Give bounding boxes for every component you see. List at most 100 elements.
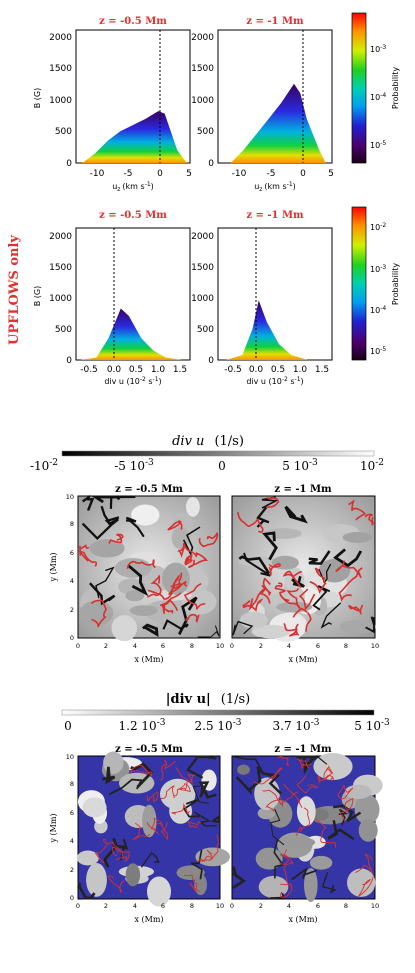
map-lane [305, 756, 328, 765]
map-contour [175, 766, 196, 785]
map-contour [309, 567, 327, 594]
map-contour [296, 807, 310, 836]
map-contour [248, 587, 271, 611]
hist4-xtick-2: 0.5 [271, 365, 285, 375]
map-contour [95, 839, 109, 864]
m1-y0: 0 [70, 634, 74, 642]
m1-lx2: 4 [133, 642, 137, 650]
map-lane [162, 619, 189, 630]
hist3-title: z = -0.5 Mm [99, 210, 167, 221]
map-cell [125, 863, 141, 887]
hist1-xtick-3: 5 [186, 169, 192, 179]
m1-rx2: 4 [287, 642, 291, 650]
map-lane [102, 766, 116, 785]
map-cell [129, 605, 158, 616]
map2-right-title: z = -1 Mm [274, 744, 332, 755]
map-lane [127, 564, 149, 597]
map-lane [273, 838, 285, 879]
map2-right-texture [231, 753, 383, 902]
m1-rx5: 10 [371, 642, 379, 650]
hist4-ytick-4: 2000 [191, 232, 214, 242]
map-contour [355, 854, 374, 875]
hist-panel-4 [217, 227, 333, 361]
map1-colorbar-section: div u (1/s) -10-2 -5 10-3 0 5 10-3 10-2 [30, 434, 384, 473]
map-lane [112, 838, 129, 861]
map-contour [261, 577, 272, 596]
map2-cbtick-3: 3.7 10-3 [273, 718, 320, 733]
map-contour [277, 756, 290, 766]
hist2-xtick-2: 0 [300, 169, 306, 179]
hist2-xtick-0: -10 [232, 169, 247, 179]
colorbar1-tick-2: 10-5 [370, 140, 386, 150]
map-lane [82, 494, 95, 511]
m1-lx1: 2 [104, 642, 108, 650]
m2-lx0: 0 [76, 902, 80, 910]
map-contour [274, 582, 290, 602]
map1-colorbar [61, 450, 375, 457]
hist1-xtick-1: -5 [124, 169, 133, 179]
map-contour [90, 599, 107, 628]
map-cell [82, 797, 107, 818]
map-contour [160, 785, 178, 800]
map-lane [238, 555, 270, 575]
map2-left-texture [76, 751, 230, 907]
map-cell [237, 764, 250, 775]
hist3-ytick-0: 0 [66, 356, 72, 366]
hist2-ytick-4: 2000 [191, 33, 214, 43]
m1-y4: 8 [70, 520, 74, 528]
hist3-ytick-1: 500 [55, 325, 72, 335]
hist4-ytick-1: 500 [197, 325, 214, 335]
map-cell [194, 874, 208, 896]
map-cell [258, 875, 289, 898]
map-lane [284, 505, 308, 524]
map2-left-title: z = -0.5 Mm [115, 744, 183, 755]
map-lane [270, 808, 285, 846]
hist4-ytick-2: 1000 [191, 294, 214, 304]
map-contour [296, 774, 319, 794]
hist4-title: z = -1 Mm [246, 210, 304, 221]
map-cell [358, 819, 378, 842]
map2-colorbar-section: |div u| (1/s) 0 1.2 10-3 2.5 10-3 3.7 10-… [61, 692, 390, 733]
map-cell [347, 868, 376, 897]
map-contour [317, 775, 334, 784]
map-lane [235, 766, 262, 795]
map-contour [177, 543, 197, 558]
map-lane [333, 804, 362, 823]
map-contour [146, 817, 164, 835]
hist-density-3 [80, 308, 182, 360]
hist1-ytick-4: 2000 [49, 33, 72, 43]
map-cell [257, 807, 276, 820]
map-contour [278, 849, 289, 865]
map-lane [192, 785, 210, 805]
map2-right-xlabel: x (Mm) [288, 915, 317, 924]
hist-row2-ylabel: B (G) [33, 286, 42, 306]
map-lane [182, 798, 201, 818]
map1-left-title: z = -0.5 Mm [115, 484, 183, 495]
map-contour [337, 784, 354, 800]
map-contour [358, 876, 374, 897]
map-lane [270, 892, 285, 899]
m2-rx0: 0 [230, 902, 234, 910]
map-cell [339, 620, 376, 634]
map-contour [177, 779, 191, 793]
map-lane [193, 811, 217, 827]
hist-density-2 [230, 83, 326, 163]
m2-y1: 2 [70, 866, 74, 874]
m1-y2: 4 [70, 577, 74, 585]
map1-title: div u (1/s) [172, 434, 244, 449]
m2-rx5: 10 [371, 902, 379, 910]
map-contour [348, 604, 364, 615]
hist4-xlabel: div u (10-2 s-1) [246, 376, 303, 386]
m2-y2: 4 [70, 837, 74, 845]
hist3-ytick-2: 1000 [49, 294, 72, 304]
map-lane [256, 506, 270, 528]
map-lane [232, 620, 254, 636]
hist3-xlabel: div u (10-2 s-1) [104, 376, 161, 386]
hist-row1-ylabel: B (G) [33, 88, 42, 108]
map2-cbtick-4: 5 10-3 [354, 718, 390, 733]
hist2-ytick-1: 500 [197, 127, 214, 137]
map-contour [237, 512, 264, 533]
hist1-xlabel: uz (km s-1) [112, 181, 154, 193]
map-cell [354, 794, 380, 825]
map-contour [265, 496, 280, 508]
